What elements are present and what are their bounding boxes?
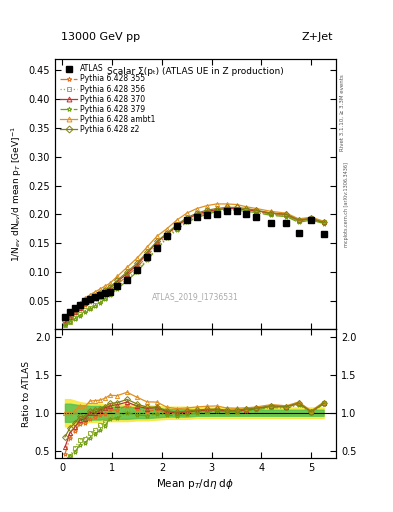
Y-axis label: 1/N$_{ev}$ dN$_{ev}$/d mean p$_T$ [GeV]$^{-1}$: 1/N$_{ev}$ dN$_{ev}$/d mean p$_T$ [GeV]$… bbox=[10, 126, 24, 262]
Text: mcplots.cern.ch [arXiv:1306.3436]: mcplots.cern.ch [arXiv:1306.3436] bbox=[344, 162, 349, 247]
X-axis label: Mean p$_T$/d$\eta$ d$\phi$: Mean p$_T$/d$\eta$ d$\phi$ bbox=[156, 477, 235, 492]
Legend: ATLAS, Pythia 6.428 355, Pythia 6.428 356, Pythia 6.428 370, Pythia 6.428 379, P: ATLAS, Pythia 6.428 355, Pythia 6.428 35… bbox=[59, 62, 157, 136]
Text: Z+Jet: Z+Jet bbox=[302, 32, 333, 42]
Y-axis label: Ratio to ATLAS: Ratio to ATLAS bbox=[22, 361, 31, 427]
Text: ATLAS_2019_I1736531: ATLAS_2019_I1736531 bbox=[152, 292, 239, 302]
Text: Scalar Σ(pₜ) (ATLAS UE in Z production): Scalar Σ(pₜ) (ATLAS UE in Z production) bbox=[107, 67, 284, 76]
Text: Rivet 3.1.10, ≥ 3.3M events: Rivet 3.1.10, ≥ 3.3M events bbox=[340, 74, 344, 151]
Text: 13000 GeV pp: 13000 GeV pp bbox=[61, 32, 140, 42]
